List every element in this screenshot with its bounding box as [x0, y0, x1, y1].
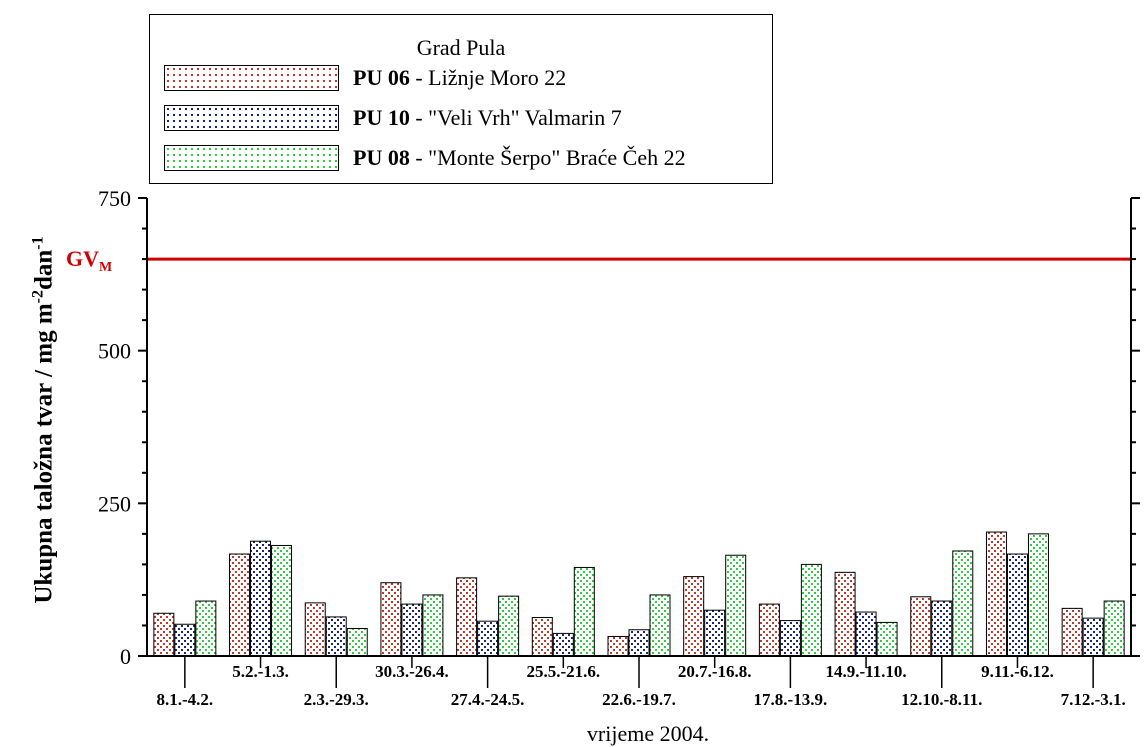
- y-tick-label-750: 750: [98, 186, 131, 211]
- bar-s2-3: [422, 594, 444, 657]
- legend-item-pu10: PU 10 - "Veli Vrh" Valmarin 7: [164, 103, 622, 133]
- bar-s1-12: [1082, 617, 1104, 657]
- bar-s0-7: [683, 576, 705, 657]
- legend-label-pu10: - "Veli Vrh" Valmarin 7: [409, 105, 622, 130]
- bar-s0-4: [456, 577, 478, 657]
- x-tick-label-2: 2.3.-29.3.: [304, 690, 369, 709]
- bar-s2-1: [271, 544, 293, 657]
- legend-title: Grad Pula: [416, 35, 506, 60]
- bar-s0-9: [834, 571, 856, 657]
- bar-s2-9: [876, 621, 898, 657]
- bar-s2-6: [649, 594, 671, 657]
- bar-s2-2: [346, 628, 368, 657]
- y-tick-label-250: 250: [98, 491, 131, 516]
- bar-s2-8: [800, 563, 822, 657]
- bar-s2-5: [573, 566, 595, 657]
- legend-swatch-pu08: [164, 145, 339, 171]
- bar-s2-10: [952, 550, 974, 657]
- bar-s0-10: [910, 596, 932, 657]
- y-tick-label-0: 0: [120, 644, 131, 669]
- bar-s0-8: [758, 603, 780, 657]
- legend-swatch-pu10: [164, 105, 339, 131]
- x-tick-label-10: 12.10.-8.11.: [901, 690, 982, 709]
- bar-s1-2: [325, 616, 347, 657]
- legend: Grad Pula PU 06 - Ližnje Moro 22 PU 10 -…: [149, 14, 773, 184]
- x-tick-label-4: 27.4.-24.5.: [451, 690, 525, 709]
- bar-s0-1: [229, 553, 251, 657]
- x-tick-label-8: 17.8.-13.9.: [754, 690, 828, 709]
- legend-item-pu06: PU 06 - Ližnje Moro 22: [164, 63, 566, 93]
- bar-s1-5: [552, 632, 574, 657]
- x-tick-label-3: 30.3.-26.4.: [375, 662, 449, 681]
- bar-s1-7: [704, 609, 726, 657]
- legend-code-pu10: PU 10: [353, 105, 410, 130]
- bar-s1-6: [628, 629, 650, 657]
- legend-code-pu08: PU 08: [353, 145, 410, 170]
- x-tick-label-9: 14.9.-11.10.: [825, 662, 906, 681]
- bar-s2-7: [725, 554, 747, 657]
- bar-s1-10: [931, 600, 953, 657]
- bar-s0-6: [607, 635, 629, 657]
- bar-s0-3: [380, 582, 402, 657]
- x-tick-label-11: 9.11.-6.12.: [981, 662, 1054, 681]
- bar-s1-1: [250, 540, 272, 657]
- x-tick-label-6: 22.6.-19.7.: [602, 690, 676, 709]
- bar-s2-0: [195, 600, 217, 657]
- legend-swatch-pu06: [164, 65, 339, 91]
- bar-s0-11: [985, 531, 1007, 657]
- x-tick-label-0: 8.1.-4.2.: [157, 690, 214, 709]
- bar-s2-4: [498, 595, 520, 657]
- legend-label-pu06: - Ližnje Moro 22: [409, 65, 567, 90]
- bar-s1-4: [477, 620, 499, 657]
- legend-label-pu08: - "Monte Šerpo" Braće Čeh 22: [409, 145, 686, 170]
- legend-code-pu06: PU 06: [353, 65, 410, 90]
- reference-line-label: GVM: [66, 245, 113, 276]
- bar-s1-3: [401, 603, 423, 657]
- bar-s1-8: [779, 620, 801, 657]
- bar-s0-2: [304, 602, 326, 657]
- bar-s1-9: [855, 611, 877, 657]
- legend-item-pu08: PU 08 - "Monte Šerpo" Braće Čeh 22: [164, 143, 686, 173]
- x-tick-label-12: 7.12.-3.1.: [1061, 690, 1126, 709]
- plot-area: 0 250 500 750 8.1.-4.2. 5.2.-1.3. 2.3.-29.3. 30…: [98, 186, 1140, 709]
- x-tick-label-5: 25.5.-21.6.: [526, 662, 600, 681]
- bar-s1-0: [174, 623, 196, 657]
- y-tick-label-500: 500: [98, 339, 131, 364]
- bar-s2-12: [1103, 600, 1125, 657]
- bar-s0-0: [153, 612, 175, 657]
- bar-s0-5: [531, 617, 553, 657]
- bar-s1-11: [1006, 553, 1028, 657]
- x-tick-label-1: 5.2.-1.3.: [232, 662, 289, 681]
- bar-s2-11: [1027, 533, 1049, 657]
- x-tick-label-7: 20.7.-16.8.: [678, 662, 752, 681]
- x-axis-label: vrijeme 2004.: [586, 721, 710, 746]
- y-axis-label: Ukupna taložna tvar / mg m-2dan-1: [29, 236, 58, 604]
- bar-s0-12: [1061, 607, 1083, 657]
